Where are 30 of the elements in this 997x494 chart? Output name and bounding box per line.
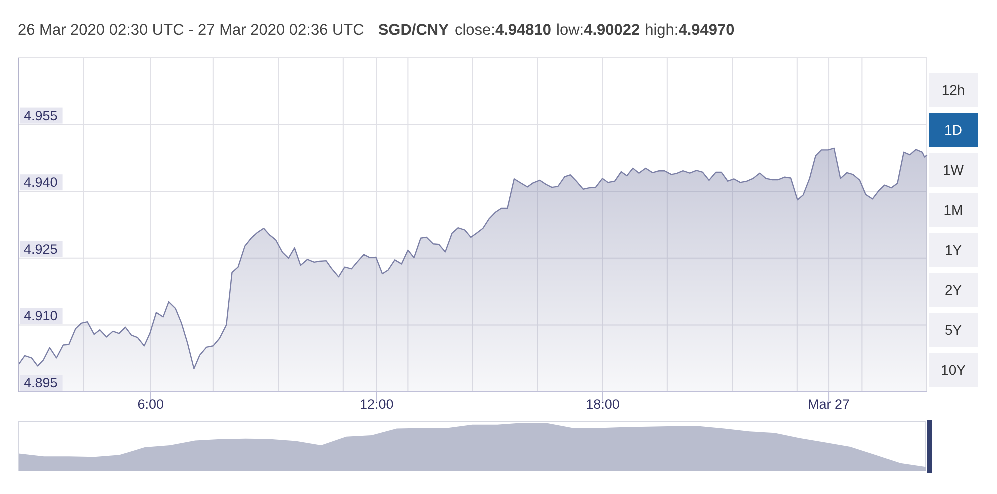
text: 1Y <box>944 242 963 258</box>
text: 10Y <box>941 362 967 378</box>
range-button[interactable] <box>929 113 978 147</box>
slider-handle[interactable] <box>927 420 932 473</box>
text: 12h <box>942 82 966 98</box>
range-button[interactable] <box>929 153 978 187</box>
text: 5Y <box>944 322 963 338</box>
y-tick-label: 4.955 <box>24 108 58 124</box>
chart-title: SGD/CNY <box>378 22 450 39</box>
range-button[interactable] <box>929 273 978 307</box>
y-tick-label: 4.940 <box>24 175 58 190</box>
text: close:4.94810 <box>454 22 552 39</box>
range-button[interactable] <box>929 353 978 387</box>
chart-subtitle: 26 Mar 2020 02:30 UTC - 27 Mar 2020 02:36 UTC <box>18 22 364 39</box>
text: high:4.94970 <box>645 22 735 39</box>
x-tick-label: Mar 27 <box>808 397 850 412</box>
text: 1M <box>944 202 964 218</box>
y-tick-label: 4.910 <box>24 308 58 324</box>
text: low:4.90022 <box>556 22 640 39</box>
range-button[interactable] <box>929 193 978 227</box>
x-tick-label: 6:00 <box>138 397 164 412</box>
range-button[interactable] <box>929 73 978 107</box>
y-tick-label: 4.895 <box>24 376 58 390</box>
text: 2Y <box>944 282 963 298</box>
text: 1W <box>943 162 965 178</box>
range-button[interactable] <box>929 313 978 347</box>
x-tick-label: 12:00 <box>360 397 394 412</box>
x-tick-label: 18:00 <box>586 397 620 412</box>
text: 1D <box>944 122 962 138</box>
y-tick-label: 4.925 <box>24 242 58 257</box>
